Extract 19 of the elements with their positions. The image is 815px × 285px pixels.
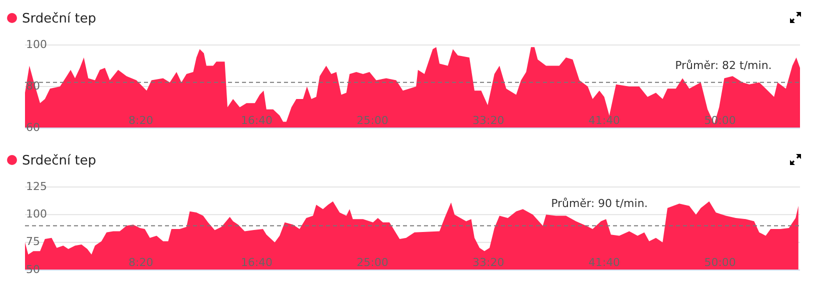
x-tick-label: 25:00: [356, 114, 388, 127]
x-tick-label: 25:00: [356, 256, 388, 269]
x-tick-label: 8:20: [128, 256, 154, 269]
y-tick-label: 100: [26, 208, 47, 221]
x-tick-label: 8:20: [128, 114, 154, 127]
x-tick-label: 41:40: [588, 114, 620, 127]
y-tick-label: 125: [26, 180, 47, 193]
x-tick-label: 41:40: [588, 256, 620, 269]
ref-line-label: Průměr: 82 t/min.: [675, 58, 772, 72]
y-tick-label: 100: [26, 38, 47, 51]
x-tick-label: 33:20: [472, 114, 504, 127]
x-tick-label: 33:20: [472, 256, 504, 269]
legend-label: Srdeční tep: [22, 154, 96, 169]
legend-label: Srdeční tep: [22, 12, 96, 27]
ref-line-label: Průměr: 90 t/min.: [551, 196, 648, 210]
x-tick-label: 16:40: [240, 114, 273, 127]
x-tick-label: 16:40: [240, 256, 273, 269]
y-tick-label: 75: [26, 235, 40, 248]
x-tick-label: 50:00: [704, 256, 736, 269]
